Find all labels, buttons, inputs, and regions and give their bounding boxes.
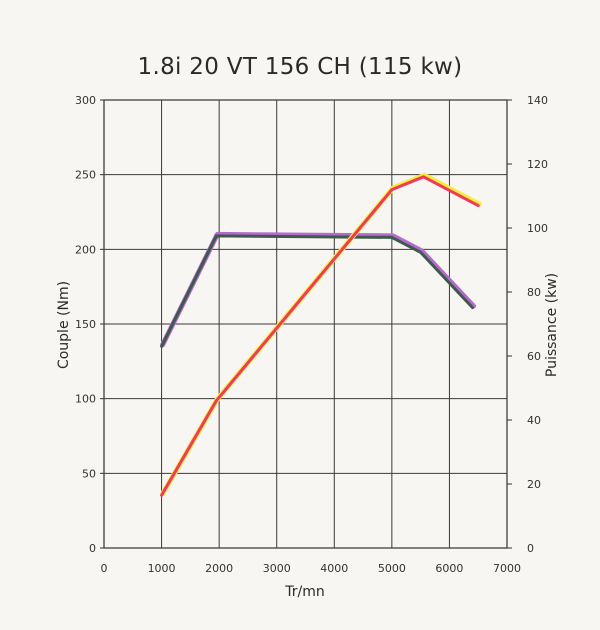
right-tick-label: 40 (527, 414, 541, 427)
x-tick-label: 3000 (263, 562, 291, 575)
x-tick-label: 7000 (493, 562, 521, 575)
left-tick-label: 200 (75, 243, 96, 256)
left-tick-label: 250 (75, 169, 96, 182)
grid-lines (104, 100, 507, 548)
left-tick-label: 300 (75, 94, 96, 107)
left-tick-label: 0 (89, 542, 96, 555)
right-tick-label: 140 (527, 94, 548, 107)
x-tick-label: 0 (101, 562, 108, 575)
x-tick-label: 6000 (435, 562, 463, 575)
series-1-line (160, 175, 480, 497)
x-tick-label: 5000 (378, 562, 406, 575)
series-0-line (160, 234, 474, 348)
right-tick-label: 0 (527, 542, 534, 555)
left-tick-label: 150 (75, 318, 96, 331)
right-tick-label: 100 (527, 222, 548, 235)
x-axis-label: Tr/mn (284, 584, 324, 600)
x-tick-label: 2000 (205, 562, 233, 575)
series-group (160, 172, 482, 497)
right-tick-label: 20 (527, 478, 541, 491)
right-tick-label: 80 (527, 286, 541, 299)
right-axis-ticks: 0 20 40 60 80 100 120 140 (507, 94, 548, 555)
left-tick-label: 100 (75, 393, 96, 406)
y-axis-right-label: Puissance (kw) (544, 273, 560, 377)
chart-title: 1.8i 20 VT 156 CH (115 kw) (137, 54, 463, 80)
x-tick-label: 4000 (320, 562, 348, 575)
x-axis-ticks: 0 1000 2000 3000 4000 5000 6000 7000 (101, 562, 522, 575)
right-tick-label: 60 (527, 350, 541, 363)
x-tick-label: 1000 (148, 562, 176, 575)
left-tick-label: 50 (82, 467, 96, 480)
right-tick-label: 120 (527, 158, 548, 171)
series-1-glow (160, 172, 482, 497)
y-axis-left-label: Couple (Nm) (56, 281, 72, 369)
left-axis-ticks: 0 50 100 150 200 250 300 (75, 94, 104, 555)
